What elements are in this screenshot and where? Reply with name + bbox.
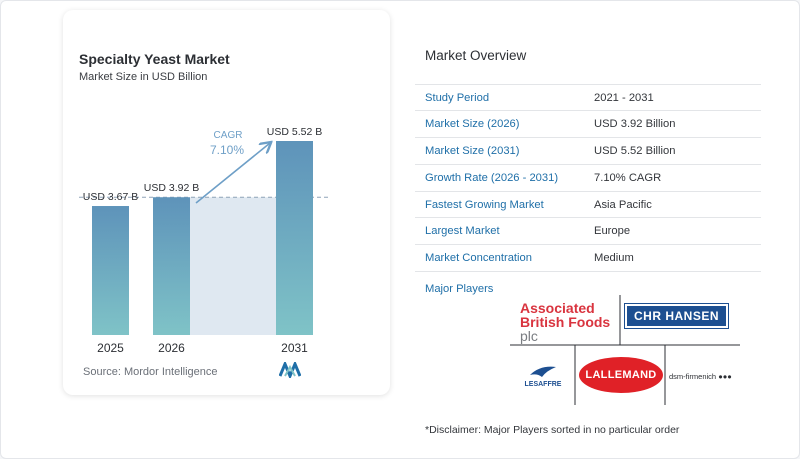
- overview-label: Study Period: [425, 92, 490, 104]
- logo-text: LESAFFRE: [524, 381, 562, 388]
- logo-text: plc: [520, 328, 538, 344]
- bar-value-label: USD 3.67 B: [83, 191, 138, 203]
- overview-value: 7.10% CAGR: [594, 171, 662, 184]
- overview-value: Europe: [594, 225, 631, 238]
- overview-value: USD 5.52 Billion: [594, 144, 676, 157]
- dsm-firmenich-logo: dsm-firmenich ●●●: [669, 372, 732, 381]
- overview-row: Market Concentration Medium: [415, 245, 761, 273]
- associated-british-foods-logo: Associated British Foods plc: [520, 301, 610, 343]
- logo-text: Associated: [520, 300, 595, 316]
- overview-row: Fastest Growing Market Asia Pacific: [415, 192, 761, 219]
- chart-title: Specialty Yeast Market: [79, 51, 230, 67]
- overview-label: Fastest Growing Market: [425, 198, 544, 211]
- logo-text: British Foods: [520, 314, 611, 330]
- x-tick-label: 2031: [281, 341, 308, 355]
- overview-row: Market Size (2026) USD 3.92 Billion: [415, 111, 761, 138]
- bar-value-label: USD 3.92 B: [144, 182, 199, 194]
- cagr-label: CAGR: [214, 130, 243, 141]
- x-tick-label: 2025: [97, 341, 124, 355]
- chr-hansen-logo: CHR HANSEN: [624, 303, 729, 329]
- overview-label: Market Size (2026): [425, 117, 520, 130]
- overview-value: USD 3.92 Billion: [594, 117, 676, 130]
- lesaffre-bird-icon: [530, 366, 556, 377]
- growth-shade: [190, 197, 276, 335]
- x-tick-label: 2026: [158, 341, 185, 355]
- disclaimer: *Disclaimer: Major Players sorted in no …: [425, 424, 680, 436]
- chart-subtitle: Market Size in USD Billion: [79, 71, 208, 83]
- bar-value-label: USD 5.52 B: [267, 126, 322, 138]
- overview-label: Largest Market: [425, 225, 500, 238]
- logo-text: dsm-firmenich: [669, 372, 717, 381]
- chart-card: Specialty Yeast Market Market Size in US…: [63, 10, 390, 395]
- mordor-logo-icon: [279, 362, 301, 378]
- overview-row: Study Period 2021 - 2031: [415, 84, 761, 111]
- overview-label: Market Concentration: [425, 252, 532, 265]
- overview-value: 2021 - 2031: [594, 92, 654, 104]
- major-players-logos: Associated British Foods plc CHR HANSEN …: [510, 295, 740, 405]
- overview-row: Largest Market Europe: [415, 218, 761, 246]
- overview-title: Market Overview: [425, 48, 527, 63]
- dsm-dots-icon: ●●●: [718, 372, 732, 381]
- overview-table: Study Period 2021 - 2031 Market Size (20…: [415, 84, 761, 273]
- lallemand-logo: LALLEMAND: [579, 357, 663, 393]
- overview-value: Asia Pacific: [594, 198, 652, 211]
- overview-label: Market Size (2031): [425, 144, 520, 157]
- bar: [276, 141, 313, 335]
- source-text: Source: Mordor Intelligence: [83, 366, 218, 378]
- overview-value: Medium: [594, 252, 634, 265]
- bar: [92, 206, 129, 335]
- lesaffre-logo: LESAFFRE: [518, 365, 568, 388]
- overview-label: Growth Rate (2026 - 2031): [425, 171, 559, 184]
- logo-grid-lines: [510, 295, 740, 405]
- overview-row: Market Size (2031) USD 5.52 Billion: [415, 138, 761, 165]
- bar: [153, 197, 190, 335]
- cagr-arrow: [195, 143, 270, 204]
- cagr-value: 7.10%: [210, 143, 244, 157]
- overview-row: Growth Rate (2026 - 2031) 7.10% CAGR: [415, 165, 761, 192]
- major-players-label: Major Players: [425, 283, 494, 295]
- bar-chart: USD 3.67 B 2025 USD 3.92 B 2026 USD 5.52 B 20…: [79, 126, 329, 355]
